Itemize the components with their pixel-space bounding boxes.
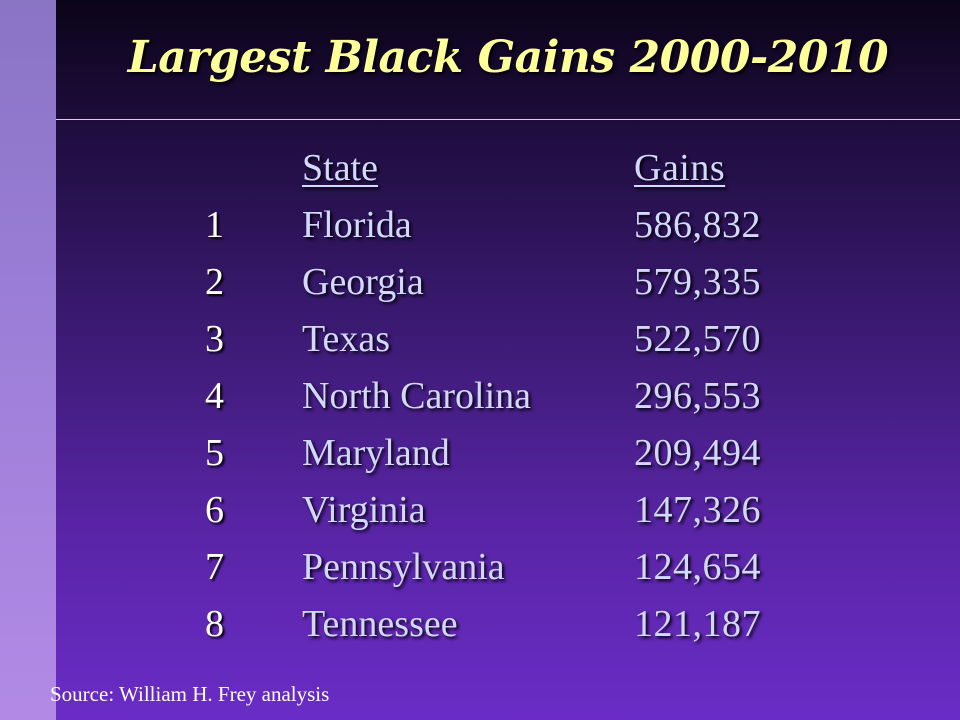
rank-cell: 7 xyxy=(205,546,224,588)
gains-cell: 124,654 xyxy=(634,546,761,588)
table-row: 6 Virginia 147,326 xyxy=(0,488,960,545)
rank-cell: 5 xyxy=(205,432,224,474)
gains-table: State Gains 1 Florida 586,832 2 Georgia … xyxy=(0,146,960,659)
gains-cell: 147,326 xyxy=(634,489,761,531)
state-cell: Georgia xyxy=(302,261,424,303)
state-cell: Virginia xyxy=(302,489,426,531)
title-divider xyxy=(56,119,960,120)
state-cell: Florida xyxy=(302,204,412,246)
left-accent-strip xyxy=(0,0,56,720)
rank-cell: 3 xyxy=(205,318,224,360)
table-row: 5 Maryland 209,494 xyxy=(0,431,960,488)
rank-cell: 4 xyxy=(205,375,224,417)
state-cell: Pennsylvania xyxy=(302,546,505,588)
table-header-row: State Gains xyxy=(0,146,960,203)
rank-cell: 6 xyxy=(205,489,224,531)
source-note: Source: William H. Frey analysis xyxy=(50,682,330,706)
state-cell: North Carolina xyxy=(302,375,532,417)
gains-cell: 209,494 xyxy=(634,432,761,474)
table-row: 8 Tennessee 121,187 xyxy=(0,602,960,659)
rank-cell: 8 xyxy=(205,603,224,645)
table-row: 2 Georgia 579,335 xyxy=(0,260,960,317)
gains-cell: 586,832 xyxy=(634,204,761,246)
rank-cell: 1 xyxy=(205,204,224,246)
gains-cell: 121,187 xyxy=(634,603,761,645)
gains-cell: 579,335 xyxy=(634,261,761,303)
table-row: 7 Pennsylvania 124,654 xyxy=(0,545,960,602)
state-cell: Maryland xyxy=(302,432,450,474)
rank-cell: 2 xyxy=(205,261,224,303)
table-row: 1 Florida 586,832 xyxy=(0,203,960,260)
state-cell: Texas xyxy=(302,318,391,360)
table-row: 3 Texas 522,570 xyxy=(0,317,960,374)
slide-title: Largest Black Gains 2000-2010 xyxy=(127,32,889,83)
state-cell: Tennessee xyxy=(302,603,458,645)
gains-column-header: Gains xyxy=(634,147,726,189)
state-column-header: State xyxy=(302,147,378,189)
gains-cell: 522,570 xyxy=(634,318,761,360)
table-row: 4 North Carolina 296,553 xyxy=(0,374,960,431)
gains-cell: 296,553 xyxy=(634,375,761,417)
